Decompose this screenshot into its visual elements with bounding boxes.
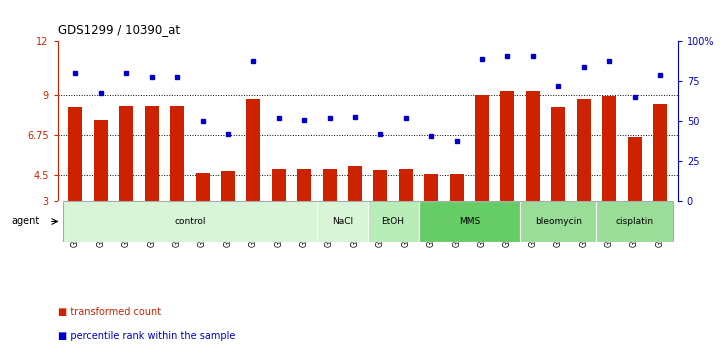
Bar (297, 169, 311, 255)
Text: bleomycin: bleomycin (535, 217, 582, 226)
Bar (94, 120, 108, 255)
Text: GDS1299 / 10390_at: GDS1299 / 10390_at (58, 23, 180, 36)
Bar (145, 106, 159, 255)
Bar (526, 91, 540, 255)
Bar (475, 95, 489, 255)
Text: agent: agent (12, 217, 40, 226)
Bar (424, 174, 438, 255)
Text: ■ percentile rank within the sample: ■ percentile rank within the sample (58, 331, 235, 341)
Bar (450, 174, 464, 255)
Text: control: control (174, 217, 205, 226)
Bar (195, 173, 210, 255)
Text: NaCl: NaCl (332, 217, 353, 226)
Bar (368, 201, 418, 242)
Bar (418, 201, 520, 242)
Bar (552, 107, 565, 255)
Bar (63, 201, 317, 242)
Bar (373, 170, 387, 255)
Text: cisplatin: cisplatin (616, 217, 654, 226)
Bar (577, 99, 590, 255)
Bar (317, 201, 368, 242)
Text: MMS: MMS (459, 217, 480, 226)
Bar (322, 169, 337, 255)
Bar (520, 201, 596, 242)
Bar (653, 104, 667, 255)
Text: EtOH: EtOH (381, 217, 404, 226)
Bar (170, 106, 184, 255)
Bar (596, 201, 673, 242)
Bar (247, 99, 260, 255)
Bar (68, 107, 82, 255)
Bar (221, 171, 235, 255)
Bar (272, 169, 286, 255)
Bar (399, 169, 413, 255)
Bar (119, 106, 133, 255)
Bar (602, 96, 616, 255)
Bar (348, 166, 362, 255)
Text: ■ transformed count: ■ transformed count (58, 307, 161, 317)
Bar (627, 137, 642, 255)
Bar (500, 91, 515, 255)
